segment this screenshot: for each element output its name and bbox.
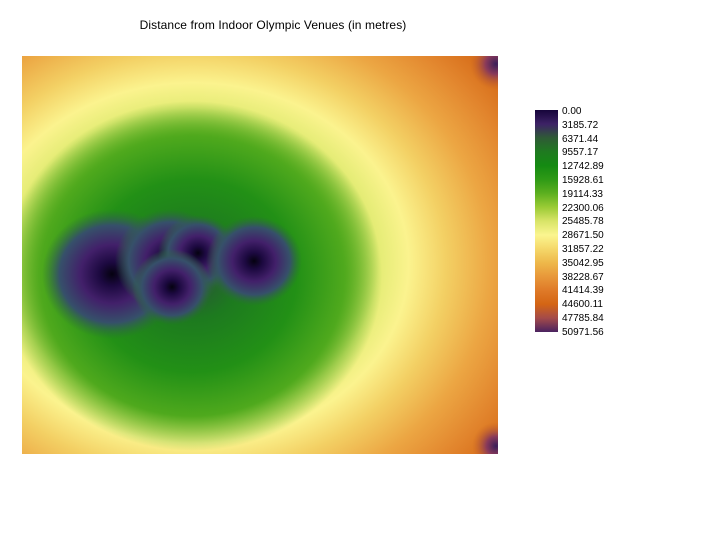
- legend-label: 50971.56: [562, 326, 604, 338]
- legend-label: 3185.72: [562, 119, 599, 131]
- distance-surface: [22, 56, 498, 454]
- legend-label: 12742.89: [562, 161, 604, 173]
- legend-label: 38228.67: [562, 271, 604, 283]
- corner-distance-peak-top-right: [470, 56, 498, 90]
- legend-label: 31857.22: [562, 244, 604, 255]
- legend-label: 44600.11: [562, 299, 603, 311]
- legend-label: 0.00: [562, 106, 582, 117]
- map-title: Distance from Indoor Olympic Venues (in …: [139, 18, 407, 32]
- corner-distance-peak-bottom-right: [472, 422, 498, 454]
- legend-label: 6371.44: [562, 133, 599, 145]
- distance-raster-map[interactable]: [22, 56, 498, 454]
- legend-label: 41414.39: [562, 285, 604, 297]
- legend-label: 25485.78: [562, 216, 604, 228]
- legend-label: 9557.17: [562, 147, 599, 159]
- legend-label: 19114.33: [562, 188, 603, 200]
- venue-4[interactable]: [132, 249, 212, 325]
- legend-label: 22300.06: [562, 202, 604, 214]
- legend-label: 15928.61: [562, 175, 604, 186]
- venue-5[interactable]: [206, 216, 302, 306]
- legend-label: 28671.50: [562, 230, 604, 242]
- legend-label: 35042.95: [562, 257, 604, 269]
- legend-color-bar: [535, 110, 558, 332]
- legend-label: 47785.84: [562, 313, 604, 324]
